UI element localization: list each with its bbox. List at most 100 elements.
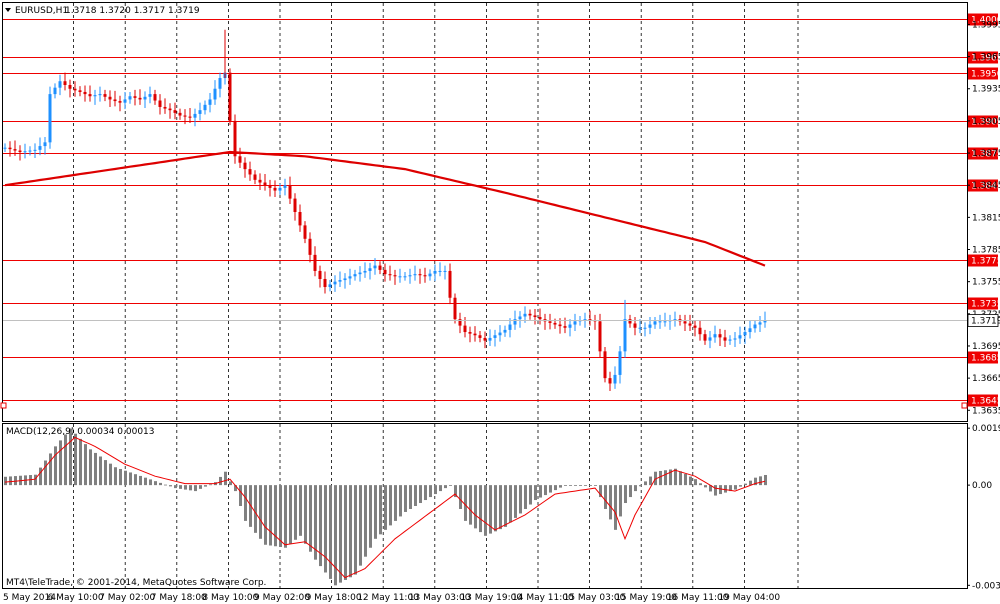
candle-body [638, 327, 642, 329]
candle-body [328, 284, 332, 288]
candle-body [228, 72, 232, 121]
candle-body [143, 96, 147, 100]
candle-body [683, 321, 687, 324]
price-tick-label: 1.3815 [972, 213, 1000, 223]
candle-body [748, 328, 752, 333]
macd-bar [54, 446, 57, 486]
candle-body [673, 319, 677, 321]
candle-body [393, 275, 397, 277]
macd-bar [519, 485, 522, 514]
macd-bar [719, 485, 722, 495]
macd-tick-label: -0.00336 [972, 581, 1000, 591]
candle-body [738, 335, 742, 339]
candle-body [663, 321, 667, 323]
candle-body [648, 324, 652, 328]
price-pane[interactable] [2, 2, 968, 422]
candle-body [3, 147, 7, 149]
candle-body [323, 278, 327, 288]
macd-bar [389, 485, 392, 526]
macd-bar [754, 477, 757, 486]
macd-bar [379, 485, 382, 535]
macd-bar [119, 468, 122, 486]
macd-bar [559, 485, 562, 488]
macd-bar [14, 476, 17, 486]
moving-average-line [4, 150, 766, 267]
level-handle-left[interactable] [0, 402, 7, 409]
macd-label: MACD(12,26,9) 0.00034 0.00013 [6, 427, 155, 437]
horizontal-levels[interactable]: 1.4000 1.3965 1.3950 1.3905 1.3875 1.3845 1.37… [3, 13, 1000, 407]
candle-body [298, 212, 302, 226]
macd-bar [569, 485, 572, 486]
candle-body [193, 113, 197, 118]
macd-bar [704, 485, 707, 488]
macd-bar [739, 485, 742, 487]
price-tick-label: 1.3695 [972, 342, 1000, 352]
macd-bar [259, 485, 262, 539]
macd-bar [44, 460, 47, 486]
candle-body [343, 278, 347, 281]
current-price-label: 1.3719 [971, 317, 1000, 327]
candle-body [313, 254, 317, 271]
macd-bar [404, 485, 407, 512]
candle-body [718, 334, 722, 338]
candle-body [463, 325, 467, 333]
macd-bar [749, 480, 752, 486]
macd-bar [489, 485, 492, 534]
candle-body [248, 169, 252, 175]
macd-bar [159, 482, 162, 486]
candle-body [208, 99, 212, 105]
candle-body [63, 81, 67, 85]
candle-body [173, 110, 177, 113]
time-label: 12 May 11:00 [357, 593, 419, 603]
candle-body [273, 187, 277, 191]
price-tick-label: 1.3935 [972, 85, 1000, 95]
time-label: 19 May 04:00 [718, 593, 780, 603]
candle-body [653, 321, 657, 325]
macd-bar [524, 485, 527, 509]
macd-bar [494, 485, 497, 532]
candle-body [373, 265, 377, 269]
candle-body [643, 327, 647, 329]
level-price-label: 1.4000 [971, 16, 1000, 26]
candle-body [303, 225, 307, 239]
macd-bar [644, 481, 647, 486]
macd-bar [194, 485, 197, 492]
macd-bar [9, 476, 12, 486]
macd-bar [154, 481, 157, 486]
macd-histogram [4, 428, 767, 586]
level-handle-right[interactable] [961, 402, 968, 409]
macd-bar [669, 469, 672, 486]
candle-body [78, 90, 82, 92]
macd-bar [129, 472, 132, 486]
candle-body [23, 151, 27, 153]
level-price-label: 1.3905 [971, 118, 1000, 128]
price-tick-label: 1.3905 [972, 117, 1000, 127]
level-price-label: 1.3965 [971, 54, 1000, 64]
candle-body [618, 351, 622, 375]
macd-bar [349, 485, 352, 578]
macd-bar [454, 485, 457, 498]
macd-bar [429, 485, 432, 498]
macd-bar [334, 485, 337, 586]
candle-body [348, 276, 352, 279]
candle-body [633, 323, 637, 328]
candle-body [188, 116, 192, 118]
candle-body [528, 313, 532, 316]
macd-bar [34, 474, 37, 486]
candle-body [98, 94, 102, 96]
price-tick-label: 1.3965 [972, 53, 1000, 63]
macd-bar [614, 485, 617, 530]
macd-bar [674, 468, 677, 486]
macd-bar [124, 470, 127, 486]
symbol-menu-icon[interactable] [5, 8, 11, 12]
candle-body [403, 276, 407, 278]
macd-bar [79, 438, 82, 486]
macd-bar [459, 485, 462, 509]
level-price-badge [968, 394, 998, 407]
candle-body [378, 265, 382, 270]
candle-body [333, 281, 337, 285]
macd-bar [624, 485, 627, 504]
macd-bar [664, 470, 667, 486]
candle-body [218, 78, 222, 89]
